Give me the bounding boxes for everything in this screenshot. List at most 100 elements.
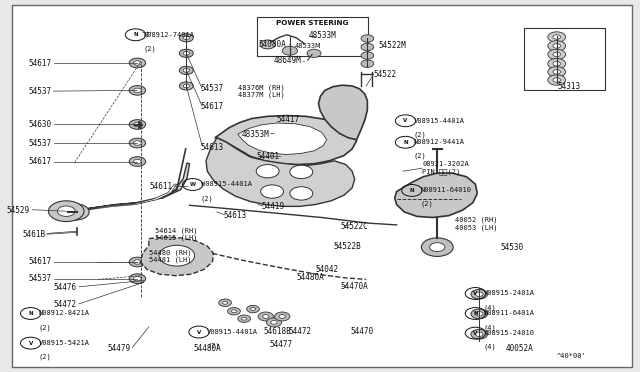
Text: (2): (2) <box>414 153 426 159</box>
Text: 48376M (RH)
48377M (LH): 48376M (RH) 48377M (LH) <box>238 84 285 99</box>
Text: (2): (2) <box>207 343 220 349</box>
Text: 54529: 54529 <box>6 206 29 215</box>
Text: 54417: 54417 <box>276 115 300 124</box>
Text: 54613: 54613 <box>201 142 224 151</box>
Circle shape <box>219 299 232 307</box>
Text: V08915-4401A: V08915-4401A <box>207 329 259 335</box>
Text: N: N <box>28 311 33 316</box>
Text: 54472: 54472 <box>54 300 77 309</box>
Text: 54617: 54617 <box>201 102 224 111</box>
Circle shape <box>129 274 146 283</box>
Text: 54480A: 54480A <box>296 273 324 282</box>
Circle shape <box>361 60 374 67</box>
Text: W: W <box>189 182 196 187</box>
Polygon shape <box>215 116 356 164</box>
Text: N: N <box>133 32 138 37</box>
Text: 54522: 54522 <box>374 70 397 79</box>
Circle shape <box>179 34 193 42</box>
Circle shape <box>266 318 282 327</box>
Circle shape <box>553 61 561 66</box>
Text: N: N <box>473 311 477 316</box>
Polygon shape <box>141 237 214 276</box>
Circle shape <box>246 305 259 313</box>
Circle shape <box>553 35 561 39</box>
Circle shape <box>275 312 290 321</box>
Text: (2): (2) <box>39 354 52 360</box>
Polygon shape <box>238 123 327 154</box>
Circle shape <box>183 36 189 39</box>
Text: 54522B: 54522B <box>333 241 361 250</box>
Circle shape <box>129 138 146 148</box>
Text: 54477: 54477 <box>269 340 292 349</box>
Bar <box>257 17 368 55</box>
Circle shape <box>421 238 453 256</box>
Text: (2): (2) <box>420 201 433 208</box>
Circle shape <box>260 40 275 49</box>
Circle shape <box>134 141 141 145</box>
Circle shape <box>179 82 193 90</box>
Circle shape <box>129 257 146 267</box>
Text: V: V <box>29 341 33 346</box>
Circle shape <box>548 41 566 51</box>
Circle shape <box>129 58 146 68</box>
Polygon shape <box>72 163 189 213</box>
Circle shape <box>238 315 250 323</box>
Circle shape <box>134 260 141 264</box>
Text: 54479: 54479 <box>108 344 131 353</box>
Circle shape <box>134 122 141 127</box>
Text: 54401: 54401 <box>257 152 280 161</box>
Text: V08915-2401A: V08915-2401A <box>484 291 534 296</box>
Text: 54470A: 54470A <box>340 282 369 291</box>
Text: POWER STEERING: POWER STEERING <box>276 20 349 26</box>
Text: 54537: 54537 <box>201 84 224 93</box>
Circle shape <box>471 330 488 339</box>
Text: 08921-3202A
PIN ピン(2): 08921-3202A PIN ピン(2) <box>422 161 468 175</box>
Circle shape <box>183 84 189 88</box>
Text: (4): (4) <box>484 344 497 350</box>
Circle shape <box>61 204 89 220</box>
Text: N08912-7401A: N08912-7401A <box>144 32 195 38</box>
Text: V: V <box>473 331 477 336</box>
Text: 54611: 54611 <box>149 182 172 191</box>
Text: V: V <box>403 118 408 123</box>
Text: 54613: 54613 <box>223 211 246 220</box>
Text: 54470: 54470 <box>350 327 373 336</box>
Circle shape <box>49 201 84 222</box>
Circle shape <box>159 245 195 266</box>
Text: 54476: 54476 <box>54 283 77 292</box>
Text: W08915-4401A: W08915-4401A <box>201 182 252 187</box>
Text: 54522M: 54522M <box>379 41 406 50</box>
Text: (2): (2) <box>414 131 426 138</box>
Text: N: N <box>410 188 414 193</box>
Text: (2): (2) <box>201 195 214 202</box>
Text: 54537: 54537 <box>29 87 52 96</box>
Circle shape <box>129 157 146 166</box>
Circle shape <box>361 35 374 42</box>
Circle shape <box>282 46 298 55</box>
Circle shape <box>183 68 189 72</box>
Text: 5461B: 5461B <box>22 230 45 239</box>
Text: (4): (4) <box>484 324 497 331</box>
Circle shape <box>553 70 561 74</box>
Polygon shape <box>85 184 177 210</box>
Circle shape <box>260 185 284 198</box>
Circle shape <box>307 49 321 57</box>
Circle shape <box>68 208 81 216</box>
Circle shape <box>290 165 313 179</box>
Circle shape <box>271 321 277 324</box>
Circle shape <box>553 52 561 57</box>
Text: V08915-5421A: V08915-5421A <box>39 340 90 346</box>
Circle shape <box>553 44 561 48</box>
Circle shape <box>129 120 146 129</box>
Text: ^40*00': ^40*00' <box>557 353 586 359</box>
Circle shape <box>471 289 488 299</box>
Text: 54313: 54313 <box>558 82 581 91</box>
Bar <box>524 29 605 90</box>
Circle shape <box>256 164 279 178</box>
Circle shape <box>476 292 483 296</box>
Circle shape <box>258 312 273 321</box>
Circle shape <box>361 43 374 51</box>
Text: 54537: 54537 <box>29 274 52 283</box>
Text: 54617: 54617 <box>29 257 52 266</box>
Circle shape <box>429 243 445 251</box>
